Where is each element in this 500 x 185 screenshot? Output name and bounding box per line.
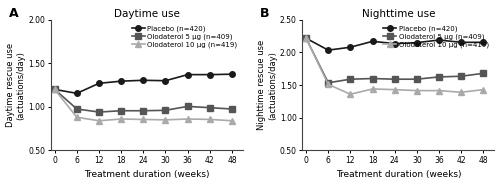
Olodaterol 5 μg (n=409) xyxy=(229,108,235,110)
Olodaterol 10 μg (n=419) xyxy=(52,88,58,90)
Olodaterol 5 μg (n=409) xyxy=(436,76,442,78)
Placebo (n=420) xyxy=(370,40,376,42)
Olodaterol 10 μg (n=419) xyxy=(348,93,354,95)
Olodaterol 5 μg (n=409) xyxy=(184,105,190,107)
Placebo (n=420) xyxy=(229,73,235,75)
Olodaterol 5 μg (n=409) xyxy=(480,72,486,74)
Olodaterol 10 μg (n=419) xyxy=(96,120,102,122)
Olodaterol 10 μg (n=419) xyxy=(303,37,309,39)
Placebo (n=420) xyxy=(303,37,309,39)
Legend: Placebo (n=420), Olodaterol 5 μg (n=409), Olodaterol 10 μg (n=419): Placebo (n=420), Olodaterol 5 μg (n=409)… xyxy=(130,23,240,50)
Placebo (n=420) xyxy=(118,80,124,82)
Olodaterol 5 μg (n=409) xyxy=(118,110,124,112)
Olodaterol 10 μg (n=419) xyxy=(162,119,168,121)
Placebo (n=420) xyxy=(392,43,398,45)
Olodaterol 5 μg (n=409) xyxy=(140,110,146,112)
Olodaterol 10 μg (n=419) xyxy=(458,91,464,93)
Placebo (n=420) xyxy=(325,49,331,51)
Text: A: A xyxy=(8,7,18,20)
Y-axis label: Nighttime rescue use
(actuations/day): Nighttime rescue use (actuations/day) xyxy=(257,40,277,130)
Title: Daytime use: Daytime use xyxy=(114,9,180,19)
Y-axis label: Daytime rescue use
(actuations/day): Daytime rescue use (actuations/day) xyxy=(6,43,25,127)
X-axis label: Treatment duration (weeks): Treatment duration (weeks) xyxy=(84,170,210,179)
Olodaterol 10 μg (n=419) xyxy=(414,90,420,92)
Line: Placebo (n=420): Placebo (n=420) xyxy=(52,71,235,96)
Olodaterol 10 μg (n=419) xyxy=(118,118,124,120)
Line: Olodaterol 10 μg (n=419): Olodaterol 10 μg (n=419) xyxy=(52,87,235,124)
Olodaterol 5 μg (n=409) xyxy=(207,107,213,109)
Line: Olodaterol 5 μg (n=409): Olodaterol 5 μg (n=409) xyxy=(304,36,486,85)
Olodaterol 5 μg (n=409) xyxy=(325,82,331,84)
Placebo (n=420) xyxy=(52,88,58,90)
Olodaterol 5 μg (n=409) xyxy=(348,78,354,80)
Placebo (n=420) xyxy=(480,41,486,43)
Placebo (n=420) xyxy=(458,41,464,43)
Olodaterol 10 μg (n=419) xyxy=(74,116,80,118)
Olodaterol 5 μg (n=409) xyxy=(162,109,168,111)
Olodaterol 10 μg (n=419) xyxy=(436,90,442,92)
Placebo (n=420) xyxy=(74,92,80,95)
Text: B: B xyxy=(260,7,270,20)
Line: Placebo (n=420): Placebo (n=420) xyxy=(304,36,486,53)
Line: Olodaterol 10 μg (n=419): Olodaterol 10 μg (n=419) xyxy=(304,36,486,97)
Olodaterol 5 μg (n=409) xyxy=(458,75,464,77)
Olodaterol 5 μg (n=409) xyxy=(303,37,309,39)
Olodaterol 10 μg (n=419) xyxy=(325,83,331,85)
Placebo (n=420) xyxy=(414,42,420,44)
Olodaterol 10 μg (n=419) xyxy=(370,88,376,90)
Legend: Placebo (n=420), Olodaterol 5 μg (n=409), Olodaterol 10 μg (n=419): Placebo (n=420), Olodaterol 5 μg (n=409)… xyxy=(382,23,491,50)
Olodaterol 5 μg (n=409) xyxy=(74,108,80,110)
Olodaterol 10 μg (n=419) xyxy=(392,89,398,91)
Olodaterol 10 μg (n=419) xyxy=(140,118,146,121)
Title: Nighttime use: Nighttime use xyxy=(362,9,435,19)
X-axis label: Treatment duration (weeks): Treatment duration (weeks) xyxy=(336,170,461,179)
Olodaterol 5 μg (n=409) xyxy=(414,78,420,80)
Olodaterol 10 μg (n=419) xyxy=(229,120,235,122)
Placebo (n=420) xyxy=(207,73,213,76)
Olodaterol 5 μg (n=409) xyxy=(392,78,398,80)
Placebo (n=420) xyxy=(184,73,190,76)
Line: Olodaterol 5 μg (n=409): Olodaterol 5 μg (n=409) xyxy=(52,87,235,115)
Placebo (n=420) xyxy=(96,82,102,84)
Placebo (n=420) xyxy=(436,39,442,41)
Placebo (n=420) xyxy=(348,46,354,48)
Olodaterol 10 μg (n=419) xyxy=(184,118,190,120)
Olodaterol 5 μg (n=409) xyxy=(370,78,376,80)
Olodaterol 10 μg (n=419) xyxy=(207,118,213,121)
Olodaterol 10 μg (n=419) xyxy=(480,89,486,91)
Olodaterol 5 μg (n=409) xyxy=(52,88,58,90)
Placebo (n=420) xyxy=(140,79,146,81)
Placebo (n=420) xyxy=(162,80,168,82)
Olodaterol 5 μg (n=409) xyxy=(96,111,102,113)
